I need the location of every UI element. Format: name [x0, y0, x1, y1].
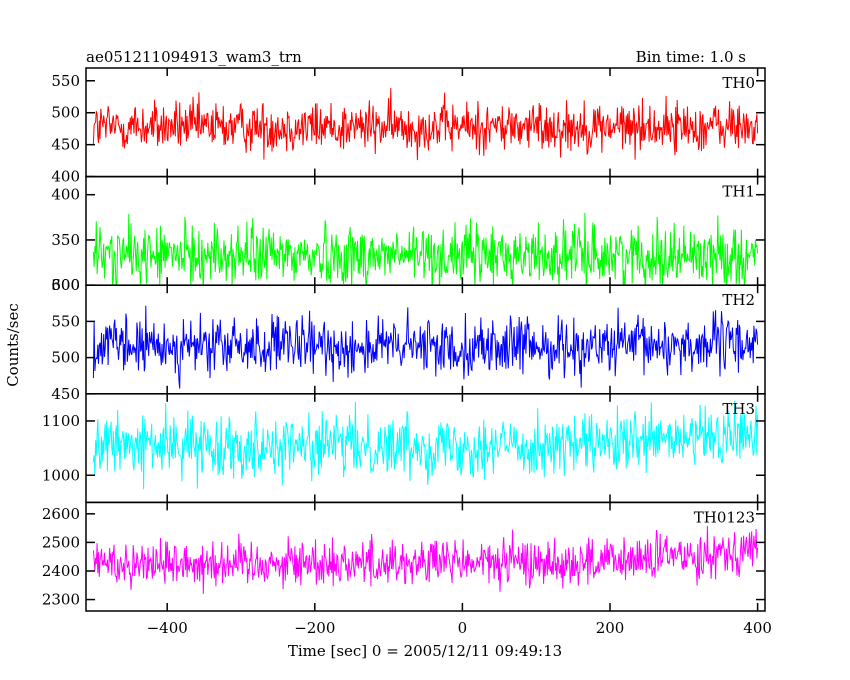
panel-label: TH1: [722, 183, 755, 201]
y-tick-label: 500: [51, 349, 80, 367]
y-tick-label: 400: [51, 186, 80, 204]
x-tick-label: 0: [458, 619, 468, 637]
series-line-th0: [92, 87, 759, 161]
panel-label: TH3: [722, 400, 755, 418]
y-tick-label: 500: [51, 104, 80, 122]
series-line-th0123: [92, 525, 759, 594]
y-tick-label: 300: [51, 276, 80, 294]
y-tick-label: 2300: [42, 591, 80, 609]
panel-frame: [85, 501, 766, 612]
panel-frame: [85, 393, 766, 504]
y-tick-label: 600: [51, 276, 80, 294]
y-tick-label: 1000: [42, 466, 80, 484]
y-tick-label: 2400: [42, 562, 80, 580]
y-tick-label: 450: [51, 136, 80, 154]
x-tick-label: 200: [596, 619, 625, 637]
series-line-th3: [92, 400, 759, 490]
panel-th3: 1000 1100 TH3: [42, 393, 766, 504]
y-tick-label: 350: [51, 231, 80, 249]
y-tick-label: 2500: [42, 533, 80, 551]
panel-th2: 450 500 550 600 TH2: [51, 276, 766, 403]
panels: 400 450 500 550 TH0 300 350 400 TH1 450 500 550 600 T…: [42, 67, 772, 637]
y-tick-label: 400: [51, 168, 80, 186]
series-line-th2: [92, 305, 759, 389]
y-tick-label: 550: [51, 312, 80, 330]
x-tick-label: 400: [743, 619, 772, 637]
x-tick-label: −400: [147, 619, 188, 637]
y-tick-label: 1100: [42, 412, 80, 430]
x-axis-label: Time [sec] 0 = 2005/12/11 09:49:13: [288, 642, 562, 660]
x-tick-label: −200: [294, 619, 335, 637]
panel-th0: 400 450 500 550 TH0: [51, 67, 766, 186]
y-tick-label: 2600: [42, 505, 80, 523]
panel-th1: 300 350 400 TH1: [51, 175, 766, 294]
y-axis-label: Counts/sec: [4, 303, 22, 387]
y-tick-label: 550: [51, 72, 80, 90]
panel-th0123: 2300 2400 2500 2600 TH0123: [42, 501, 766, 612]
series-line-th1: [92, 212, 759, 286]
panel-label: TH2: [722, 291, 755, 309]
panel-label: TH0123: [694, 508, 755, 526]
y-tick-label: 450: [51, 385, 80, 403]
bin-time-label: Bin time: 1.0 s: [636, 48, 746, 66]
chart-title: ae051211094913_wam3_trn: [86, 48, 302, 66]
panel-label: TH0: [722, 74, 755, 92]
